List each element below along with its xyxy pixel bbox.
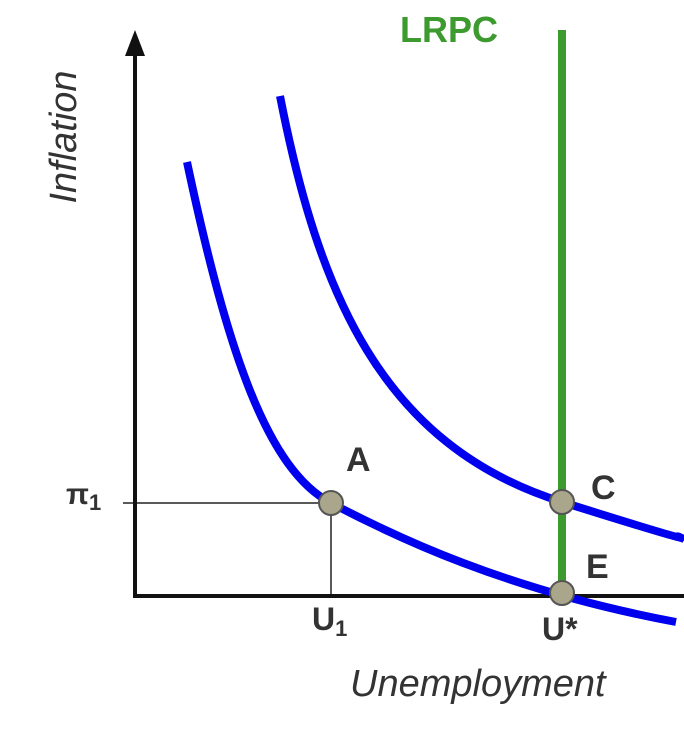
y-axis-arrow-icon: [125, 30, 145, 56]
pi1-tick-label: π1: [66, 478, 101, 515]
x-axis-label: Unemployment: [350, 663, 607, 705]
point-a: [318, 490, 344, 516]
point-e-label: E: [586, 548, 609, 586]
lrpc-label: LRPC: [400, 9, 498, 50]
srpc-curve-upper: [276, 95, 684, 543]
point-a-label: A: [346, 441, 371, 479]
axes: [125, 30, 684, 598]
pi-symbol: π: [66, 478, 89, 511]
y-axis-label: Inflation: [43, 70, 85, 203]
u1-subscript: 1: [335, 616, 347, 641]
ustar-tick-label: U*: [542, 611, 578, 647]
point-e: [549, 580, 575, 606]
pi-subscript: 1: [89, 490, 101, 515]
u1-letter: U: [312, 601, 335, 637]
u1-tick-label: U1: [312, 601, 347, 641]
point-c: [549, 489, 575, 515]
point-c-label: C: [591, 469, 616, 507]
